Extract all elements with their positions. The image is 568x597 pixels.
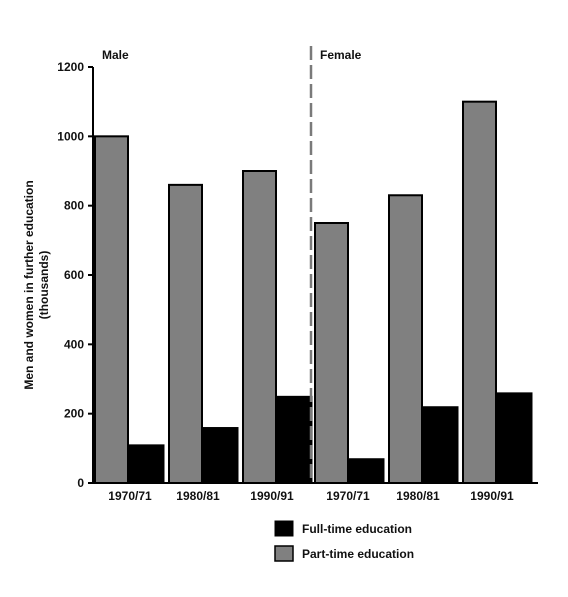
y-tick-label: 400 (64, 337, 84, 351)
y-axis-title-line1: Men and women in further education (22, 180, 36, 389)
legend-label-part-time: Part-time education (302, 547, 414, 561)
bar-full-time-female-2 (496, 392, 533, 484)
group-label-female: Female (320, 48, 362, 62)
bars-layer (94, 100, 533, 485)
y-tick-label: 800 (64, 199, 84, 213)
legend-label-full-time: Full-time education (302, 522, 412, 536)
group-labels: Male Female (102, 48, 362, 62)
bar-full-time-male-1 (202, 427, 239, 484)
y-tick-label: 200 (64, 407, 84, 421)
bar-full-time-female-1 (422, 406, 459, 484)
bar-part-time-female-2 (462, 100, 497, 485)
x-tick-labels: 1970/71 1980/81 1990/91 1970/71 1980/81 1990/… (108, 489, 514, 503)
bar-part-time-female-1 (388, 194, 423, 484)
y-axis-title-line2: (thousands) (37, 251, 51, 320)
legend-swatch-full-time (274, 520, 294, 537)
y-axis-title: Men and women in further education (thous… (22, 180, 51, 389)
bar-full-time-male-0 (128, 444, 165, 484)
bar-part-time-female-0 (314, 222, 349, 484)
y-ticks: 0 200 400 600 800 1000 1200 (57, 60, 93, 490)
x-tick-label: 1990/91 (470, 489, 514, 503)
y-tick-label: 0 (77, 476, 84, 490)
y-tick-label: 1200 (57, 60, 84, 74)
x-tick-label: 1980/81 (396, 489, 440, 503)
legend: Full-time education Part-time education (274, 520, 414, 562)
bar-part-time-male-2 (242, 170, 277, 484)
bar-part-time-male-1 (168, 183, 203, 484)
x-tick-label: 1970/71 (108, 489, 152, 503)
x-tick-label: 1970/71 (326, 489, 370, 503)
x-tick-label: 1990/91 (250, 489, 294, 503)
legend-swatch-part-time (274, 545, 294, 562)
y-tick-label: 600 (64, 268, 84, 282)
bar-full-time-male-2 (276, 395, 313, 484)
x-tick-label: 1980/81 (176, 489, 220, 503)
y-tick-label: 1000 (57, 129, 84, 143)
bar-part-time-male-0 (94, 135, 129, 484)
group-label-male: Male (102, 48, 129, 62)
bar-full-time-female-0 (348, 458, 385, 484)
